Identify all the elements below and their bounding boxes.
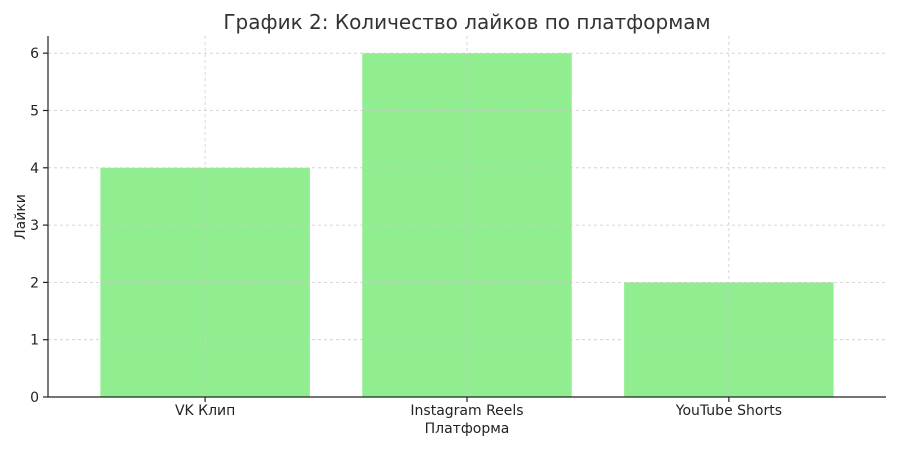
- x-tick-label: Instagram Reels: [410, 403, 523, 419]
- grid-lines: [48, 36, 886, 398]
- x-axis-label: Платформа: [425, 421, 510, 437]
- x-tick-label: VK Клип: [175, 403, 235, 419]
- y-tick-label: 1: [30, 333, 39, 349]
- y-tick-label: 4: [30, 161, 39, 177]
- y-tick-label: 3: [30, 218, 39, 234]
- x-tick-label: YouTube Shorts: [675, 403, 782, 419]
- y-axis-label: Лайки: [13, 194, 29, 240]
- x-ticks: VK Клип Instagram Reels YouTube Shorts: [175, 397, 782, 419]
- y-tick-label: 6: [30, 46, 39, 62]
- chart-title: График 2: Количество лайков по платформа…: [223, 10, 710, 34]
- y-tick-label: 0: [30, 390, 39, 406]
- y-tick-label: 2: [30, 275, 39, 291]
- y-ticks: 0 1 2 3 4 5 6: [30, 46, 48, 406]
- y-tick-label: 5: [30, 103, 39, 119]
